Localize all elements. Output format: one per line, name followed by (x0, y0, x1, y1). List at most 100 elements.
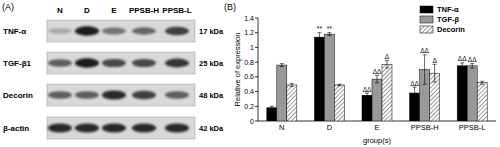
x-tick-label: N (279, 123, 284, 132)
band (48, 91, 72, 99)
error-bar (280, 64, 284, 67)
band (75, 91, 99, 99)
error-bar (375, 75, 379, 82)
y-tick-label: 0 (250, 118, 254, 125)
row-label: TNF-α (3, 27, 26, 36)
band (48, 123, 72, 132)
band (102, 59, 126, 67)
y-tick-label: 1.4 (244, 15, 254, 22)
band (132, 27, 156, 34)
error-bar (460, 63, 464, 69)
band (132, 91, 156, 100)
y-label: Relative of expression (233, 33, 242, 107)
x-tick-label: D (327, 123, 333, 132)
y-tick-label: 0.4 (244, 88, 254, 95)
size-label: 17 kDa (199, 27, 224, 36)
legend-label: TGF-β (437, 15, 459, 24)
x-label: group(s) (363, 136, 391, 145)
figure: (A)NDEPPSB-HPPSB-LTNF-α17 kDaTGF-β125 kD… (0, 0, 500, 147)
legend-label: TNF-α (437, 5, 459, 14)
size-label: 48 kDa (199, 91, 224, 100)
y-tick-label: 0.8 (244, 59, 254, 66)
error-bar (317, 33, 321, 42)
band (102, 90, 126, 99)
bar (362, 95, 372, 121)
plot-area (267, 33, 487, 121)
membrane (47, 52, 195, 74)
legend-swatch (420, 6, 433, 13)
row-label: TGF-β1 (3, 59, 32, 68)
bar (334, 85, 344, 121)
error-bar (337, 84, 341, 85)
bar (314, 37, 324, 121)
y-axis (258, 18, 259, 121)
bar (382, 64, 392, 121)
error-bar (423, 55, 427, 84)
y-tick (255, 76, 258, 77)
legend-swatch (420, 16, 433, 23)
band (165, 59, 189, 68)
annotation: ** (327, 25, 333, 32)
bar (457, 66, 467, 121)
band (165, 27, 189, 36)
annotation: Δ (385, 53, 390, 60)
error-bar (413, 87, 417, 99)
size-label: 42 kDa (199, 124, 224, 133)
band (75, 26, 99, 35)
bar (267, 108, 277, 121)
lane-label: E (111, 6, 117, 15)
y-tick (255, 18, 258, 19)
row-label: Decorin (3, 91, 33, 100)
annotation: ΔΔ (420, 47, 429, 54)
lane-label: PPSB-L (162, 6, 191, 15)
error-bar (470, 64, 474, 68)
lane-label: D (84, 6, 90, 15)
y-tick (255, 121, 258, 122)
band (102, 123, 126, 132)
bar (324, 34, 334, 121)
bar (372, 79, 382, 121)
y-tick-label: 0.2 (244, 103, 254, 110)
size-label: 25 kDa (199, 59, 224, 68)
row-label: β-actin (3, 124, 29, 133)
error-bar (270, 106, 274, 109)
annotation: ΔΔ (410, 80, 419, 87)
band (165, 123, 189, 132)
error-bar (290, 83, 294, 86)
band (102, 28, 126, 35)
y-tick (255, 91, 258, 92)
annotation: ΔΔ (468, 56, 477, 63)
band (165, 91, 189, 99)
bar (287, 85, 297, 121)
band (48, 28, 72, 34)
band (132, 59, 156, 67)
annotation: Δ (432, 57, 437, 64)
error-bar (480, 81, 484, 84)
band (75, 58, 99, 67)
y-tick (255, 106, 258, 107)
band (48, 59, 72, 67)
y-tick-label: 1 (250, 44, 254, 51)
annotation: ΔΔ (373, 68, 382, 75)
x-tick-label: PPSB-L (459, 123, 486, 132)
legend-swatch (420, 26, 433, 33)
annotation: ΔΔ (458, 55, 467, 62)
band (132, 123, 156, 132)
lane-label: PPSB-H (129, 6, 159, 15)
error-bar (365, 93, 369, 97)
bar (277, 65, 287, 121)
error-bar (385, 61, 389, 68)
lane-label: N (57, 6, 63, 15)
error-bar (433, 64, 437, 82)
bar (467, 66, 477, 121)
panel-label: (A) (2, 2, 14, 12)
y-tick (255, 62, 258, 63)
bar (477, 83, 487, 121)
y-tick-label: 0.6 (244, 73, 254, 80)
y-tick (255, 47, 258, 48)
membrane (47, 117, 195, 139)
error-bar (327, 33, 331, 36)
membrane (47, 84, 195, 106)
annotation: ** (317, 25, 323, 32)
x-tick-label: E (374, 123, 379, 132)
